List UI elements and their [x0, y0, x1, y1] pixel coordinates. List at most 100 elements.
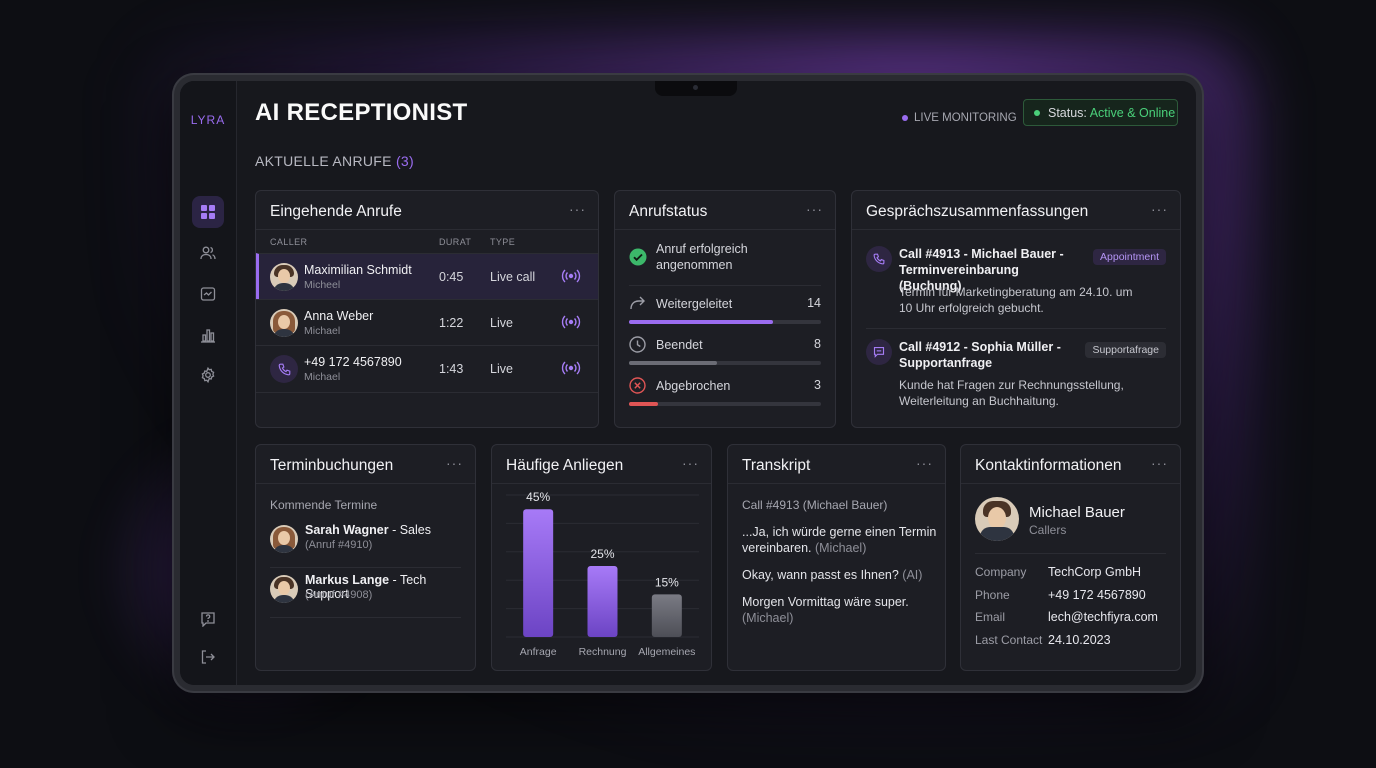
- phone-icon: [278, 363, 290, 375]
- table-row[interactable]: Anna Weber Michael 1:22 Live: [256, 299, 598, 346]
- summary-title: Call #4913 - Michael Bauer - Terminverein…: [899, 247, 1064, 293]
- progress-bar: [629, 361, 821, 365]
- progress-bar: [629, 320, 821, 324]
- section-title: AKTUELLE ANRUFE (3): [255, 153, 414, 169]
- card-title: Gesprächszusammenfassungen: [866, 203, 1089, 220]
- users-icon: [200, 246, 216, 260]
- booking-name: Sarah Wagner - Sales: [305, 523, 431, 537]
- status-label: Weitergeleitet: [656, 297, 733, 311]
- status-count: 8: [814, 337, 821, 351]
- booking-name: Markus Lange - Tech Support: [305, 573, 427, 601]
- status-count: 14: [807, 296, 821, 310]
- contact-field-label: Last Contact: [975, 633, 1043, 647]
- tablet-frame: LYRA: [172, 73, 1204, 693]
- sidebar-item-logout[interactable]: [192, 641, 224, 673]
- summary-item[interactable]: Call #4913 - Michael Bauer - Terminverein…: [866, 246, 1166, 329]
- avatar: [270, 263, 298, 291]
- forward-arrow-icon: [630, 296, 645, 310]
- card-menu-button[interactable]: ···: [806, 201, 823, 217]
- concerns-bar-chart: 45% Anfrage 25% Rechnung 15% Allgemeines: [506, 490, 699, 658]
- sidebar-item-help[interactable]: [192, 603, 224, 635]
- status-label: Status:: [1048, 105, 1087, 120]
- phone-icon: [873, 253, 885, 265]
- progress-bar: [629, 402, 821, 406]
- live-monitoring-label: LIVE MONITORING: [914, 112, 1017, 124]
- app-screen: LYRA: [180, 81, 1196, 685]
- column-header-duration: DURAT: [439, 237, 472, 247]
- booking-ref: (Anruf #4908): [305, 589, 373, 601]
- summary-item[interactable]: Call #4912 - Sophia Müller - Supportanfra…: [866, 339, 1166, 419]
- x-tick-label: Anfrage: [520, 646, 557, 658]
- bar-value-label: 25%: [590, 547, 614, 561]
- contact-name: Michael Bauer: [1029, 504, 1125, 521]
- gear-icon: [201, 367, 215, 383]
- status-badge: Status: Active & Online: [1023, 99, 1178, 126]
- table-row[interactable]: Maximilian Schmidt Micheel 0:45 Live cal…: [256, 253, 598, 300]
- calendar-icon: [200, 287, 216, 301]
- caller-sub: Michael: [304, 371, 341, 383]
- sidebar-item-analytics[interactable]: [192, 319, 224, 351]
- bar-rechnung[interactable]: [587, 566, 618, 637]
- avatar: [270, 309, 298, 337]
- sidebar-item-calendar[interactable]: [192, 278, 224, 310]
- caller-sub: Michael: [304, 325, 341, 337]
- card-title: Häufige Anliegen: [506, 457, 624, 474]
- help-icon: [201, 612, 215, 627]
- live-dot-icon: [902, 115, 908, 121]
- call-duration: 0:45: [439, 270, 464, 284]
- contact-last-contact: 24.10.2023: [1048, 633, 1111, 647]
- status-label: Abgebrochen: [656, 379, 731, 393]
- bookings-subtitle: Kommende Termine: [270, 498, 378, 512]
- card-menu-button[interactable]: ···: [1151, 455, 1168, 471]
- status-label: Beendet: [656, 338, 703, 352]
- main-content: AI RECEPTIONIST LIVE MONITORING Status: …: [236, 81, 1196, 685]
- contact-company: TechCorp GmbH: [1048, 565, 1142, 579]
- summary-title: Call #4912 - Sophia Müller - Supportanfra…: [899, 340, 1061, 370]
- dashboard-icon: [201, 205, 215, 219]
- table-row[interactable]: +49 172 4567890 Michael 1:43 Live: [256, 345, 598, 393]
- card-menu-button[interactable]: ···: [916, 455, 933, 471]
- tag-badge: Supportafrage: [1085, 342, 1166, 358]
- section-title-text: AKTUELLE ANRUFE: [255, 153, 392, 169]
- status-ended: Beendet 8: [629, 336, 821, 368]
- booking-item[interactable]: Markus Lange - Tech Support (Anruf #4908…: [270, 573, 461, 618]
- status-value: Active & Online: [1089, 105, 1176, 120]
- contact-phone[interactable]: +49 172 4567890: [1048, 588, 1146, 602]
- sidebar-item-users[interactable]: [192, 237, 224, 269]
- sidebar-item-dashboard[interactable]: [192, 196, 224, 228]
- status-dot-icon: [1034, 109, 1040, 116]
- logout-icon: [201, 650, 215, 664]
- bar-value-label: 15%: [655, 575, 679, 589]
- caller-name: +49 172 4567890: [304, 355, 402, 369]
- live-signal-icon: [561, 361, 581, 375]
- phone-avatar: [866, 246, 892, 272]
- live-signal-icon: [561, 315, 581, 329]
- card-menu-button[interactable]: ···: [569, 201, 586, 217]
- call-duration: 1:43: [439, 362, 464, 376]
- sidebar-item-settings[interactable]: [192, 359, 224, 391]
- bookings-card: Terminbuchungen ··· Kommende Termine Sar…: [255, 444, 476, 671]
- concerns-card: Häufige Anliegen ··· 45% Anfrage 25% Rechnu…: [491, 444, 712, 671]
- booking-item[interactable]: Sarah Wagner - Sales (Anruf #4910): [270, 523, 461, 568]
- caller-sub: Micheel: [304, 279, 341, 291]
- page-title: AI RECEPTIONIST: [255, 99, 468, 126]
- call-type: Live: [490, 362, 513, 376]
- bar-anfrage[interactable]: [523, 509, 554, 637]
- caller-name: Maximilian Schmidt: [304, 263, 412, 277]
- contact-email[interactable]: lech@techfiyra.com: [1048, 610, 1158, 624]
- clock-icon: [629, 336, 646, 353]
- summary-text: Kunde hat Fragen zur Rechnungsstellung, W…: [899, 378, 1124, 408]
- incoming-calls-card: Eingehende Anrufe ··· CALLER DURAT TYPE …: [255, 190, 599, 428]
- bar-allgemeines[interactable]: [651, 594, 682, 637]
- card-menu-button[interactable]: ···: [682, 455, 699, 471]
- x-tick-label: Rechnung: [579, 646, 627, 658]
- card-title: Kontaktinformationen: [975, 457, 1122, 474]
- transcript-line: ...Ja, ich würde gerne einen Termin vere…: [742, 525, 937, 555]
- card-menu-button[interactable]: ···: [1151, 201, 1168, 217]
- card-title: Anrufstatus: [629, 203, 708, 220]
- contact-field-label: Phone: [975, 588, 1010, 602]
- card-menu-button[interactable]: ···: [446, 455, 463, 471]
- chat-avatar: [866, 339, 892, 365]
- section-title-count: (3): [395, 153, 414, 169]
- call-type: Live: [490, 316, 513, 330]
